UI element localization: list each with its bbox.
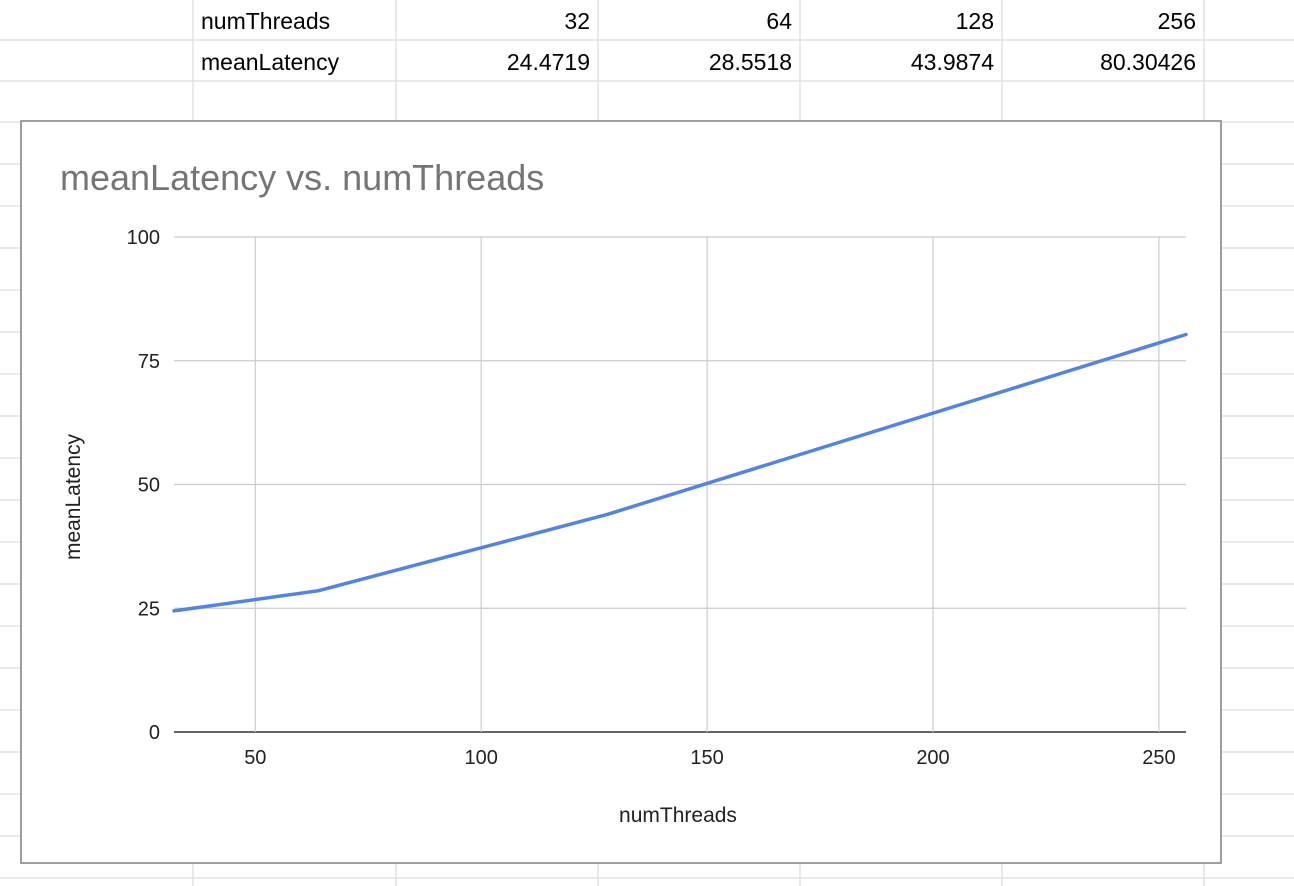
chart-tick-labels: 0 25 50 75 100 50 100 150 200 250 <box>127 227 1176 769</box>
chart-series <box>172 332 1188 613</box>
y-tick-label: 0 <box>149 722 160 744</box>
cell-meanlatency-1[interactable]: 24.4719 <box>506 49 590 75</box>
x-tick-label: 250 <box>1142 747 1175 769</box>
cell-meanlatency-4[interactable]: 80.30426 <box>1100 49 1196 75</box>
x-tick-label: 200 <box>916 747 949 769</box>
cell-numthreads-4[interactable]: 256 <box>1157 8 1196 34</box>
cell-numthreads-2[interactable]: 64 <box>766 8 792 34</box>
row-label-meanlatency[interactable]: meanLatency <box>201 49 340 75</box>
cell-numthreads-1[interactable]: 32 <box>564 8 590 34</box>
chart-title: meanLatency vs. numThreads <box>60 157 544 198</box>
line-chart: meanLatency vs. numThreads 0 25 50 75 100 50 1… <box>60 157 1188 827</box>
row-label-numthreads[interactable]: numThreads <box>201 8 331 34</box>
x-axis-label: numThreads <box>619 804 737 827</box>
cell-numthreads-3[interactable]: 128 <box>955 8 994 34</box>
y-axis-label: meanLatency <box>62 433 85 560</box>
y-tick-label: 25 <box>138 598 160 620</box>
x-tick-label: 50 <box>244 747 266 769</box>
y-tick-label: 100 <box>127 227 160 249</box>
y-tick-label: 50 <box>138 475 160 497</box>
chart-gridlines <box>174 236 1186 733</box>
cell-meanlatency-2[interactable]: 28.5518 <box>708 49 792 75</box>
embedded-chart[interactable]: meanLatency vs. numThreads 0 25 50 75 100 50 1… <box>20 120 1222 864</box>
x-tick-label: 150 <box>690 747 723 769</box>
cell-meanlatency-3[interactable]: 43.9874 <box>910 49 994 75</box>
x-tick-label: 100 <box>465 747 498 769</box>
series-line-meanlatency <box>172 332 1188 613</box>
y-tick-label: 75 <box>138 351 160 373</box>
